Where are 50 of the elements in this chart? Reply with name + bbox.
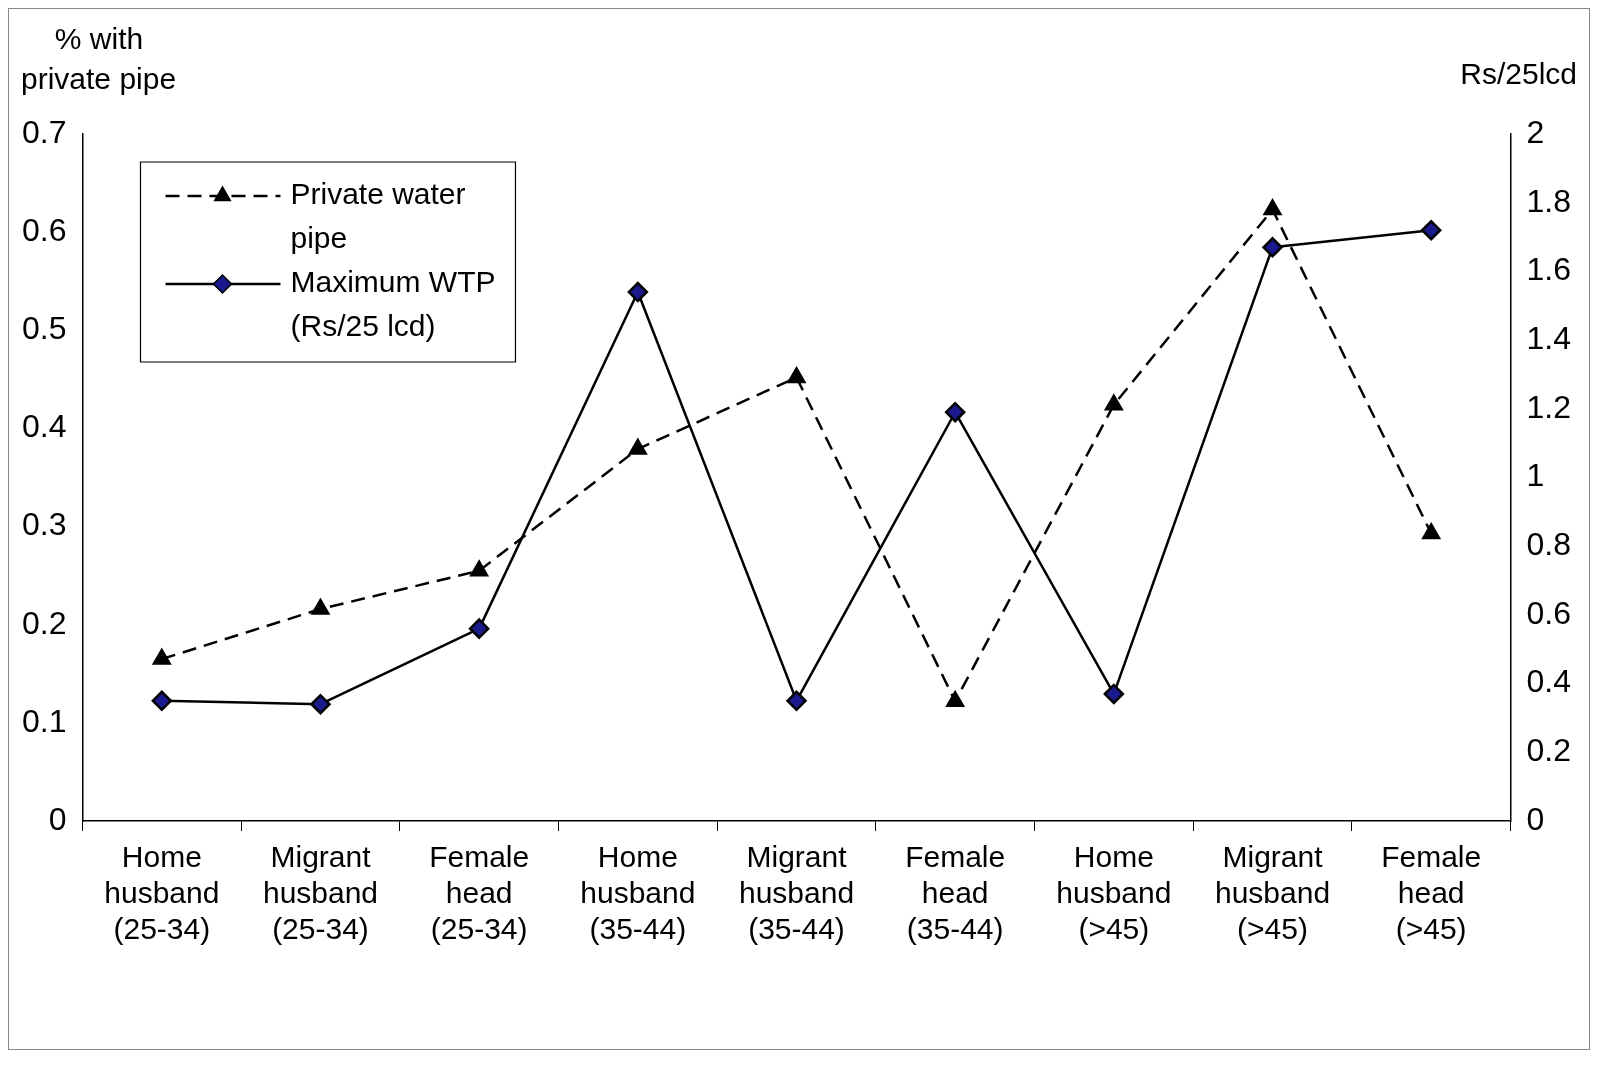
y-tick-label: 0.2 — [22, 604, 67, 641]
y2-tick-label: 0.4 — [1526, 663, 1571, 700]
legend-label: Maximum WTP (Rs/25 lcd) — [290, 265, 496, 343]
y2-tick-label: 0.8 — [1526, 526, 1571, 563]
y2-tick-label: 1.8 — [1526, 182, 1571, 219]
y-tick-label: 0.5 — [22, 310, 67, 347]
point — [1104, 394, 1123, 411]
point — [152, 648, 171, 665]
y2-tick-label: 1 — [1526, 457, 1545, 494]
y2-tick-label: 1.4 — [1526, 319, 1571, 356]
y-tick-label: 0.6 — [22, 211, 67, 248]
point — [627, 281, 649, 303]
point — [1262, 237, 1283, 258]
y-tick-label: 0.7 — [22, 113, 67, 150]
point — [628, 438, 647, 455]
y2-tick-label: 2 — [1526, 113, 1545, 150]
point — [310, 693, 331, 715]
point — [1103, 683, 1125, 705]
y-tick-label: 0 — [48, 800, 67, 837]
x-tick-label: Migrant husband (>45) — [1214, 840, 1331, 946]
legend-label: Private water pipe — [290, 177, 466, 255]
y2-tick-label: 1.2 — [1526, 388, 1571, 425]
y2-tick-label: 0.6 — [1526, 594, 1571, 631]
x-tick-label: Female head (25-34) — [429, 840, 530, 946]
x-tick-label: Home husband (>45) — [1056, 840, 1172, 946]
y-axis-title: % with private pipe — [21, 22, 177, 95]
point — [786, 690, 807, 712]
point — [1420, 219, 1442, 241]
x-tick-label: Home husband (25-34) — [104, 840, 220, 946]
x-tick-label: Migrant husband (35-44) — [738, 840, 855, 946]
point — [787, 367, 806, 384]
y2-axis-title: Rs/25lcd — [1460, 57, 1577, 90]
y-tick-label: 0.1 — [22, 702, 67, 739]
point — [151, 690, 173, 712]
x-tick-label: Home husband (35-44) — [580, 840, 696, 946]
y-tick-label: 0.3 — [22, 506, 67, 543]
point — [944, 401, 966, 423]
x-tick-label: Female head (>45) — [1381, 840, 1482, 946]
y-tick-label: 0.4 — [22, 408, 67, 445]
point — [1263, 199, 1282, 216]
y2-tick-label: 0.2 — [1526, 732, 1571, 769]
point — [470, 560, 489, 577]
x-tick-label: Migrant husband (25-34) — [262, 840, 379, 946]
point — [946, 691, 965, 708]
point — [468, 618, 490, 639]
point — [311, 598, 330, 615]
y2-tick-label: 1.6 — [1526, 251, 1571, 288]
point — [1422, 523, 1441, 540]
x-tick-label: Female head (35-44) — [905, 840, 1006, 946]
y2-tick-label: 0 — [1526, 800, 1545, 837]
